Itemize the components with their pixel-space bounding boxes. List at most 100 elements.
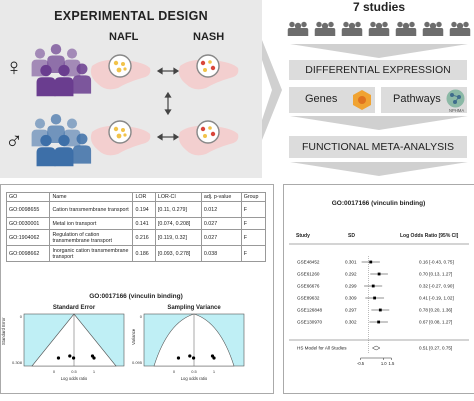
- nafl-label: NAFL: [109, 31, 139, 43]
- table-cell: GO:0098662: [5, 245, 51, 262]
- nash-label: NASH: [193, 31, 225, 43]
- table-cell: [0.11, 0.279]: [154, 201, 202, 218]
- funnel-xtick: 0: [173, 369, 176, 374]
- table-cell: 0.194: [132, 201, 156, 218]
- go-header-pvalue: adj. p-value: [200, 192, 242, 202]
- forest-plot: GSE48452 0.301 0.16 [-0.43, 0.75] GSE61260 0…: [289, 243, 469, 366]
- forest-xtick-label: 1.0: [381, 361, 387, 366]
- funnel-right-title: Sampling Variance: [167, 305, 221, 311]
- funnel-point: [191, 356, 196, 360]
- genes-box: Genes: [289, 87, 375, 113]
- funnel-xtick: 0.5: [71, 369, 77, 374]
- funnel-ytick: 0: [20, 314, 23, 319]
- male-crowd-icon: [31, 114, 92, 167]
- study-group-icon: [422, 21, 444, 36]
- forest-study-name: GSE130970: [297, 320, 322, 325]
- funnel-point: [56, 356, 61, 360]
- study-group-icon: [395, 21, 417, 36]
- chevron-down-icon-2: [290, 116, 468, 130]
- table-cell: [0.119, 0.32]: [154, 229, 202, 246]
- studies-title: 7 studies: [352, 0, 406, 14]
- table-row: GO:1904062 Regulation of cation transmem…: [5, 229, 267, 246]
- forest-summary-ci: 0.51 [0.27, 0.75]: [419, 346, 452, 351]
- double-arrow-horizontal-top-icon: [156, 67, 180, 75]
- chevron-down-icon: [290, 44, 468, 58]
- forest-study-ci: 0.70 [0.13, 1.27]: [419, 272, 452, 277]
- study-group-icon: [314, 21, 336, 36]
- forest-xtick-label: 1.5: [389, 361, 395, 366]
- table-cell: Cation transmembrane transport: [49, 201, 134, 218]
- table-cell: [0.074, 0.208]: [154, 217, 202, 230]
- funnel-point: [71, 356, 76, 360]
- forest-study-name: GSE61260: [297, 272, 320, 277]
- forest-summary-label: HS Model for All Studies: [297, 346, 347, 351]
- funnel-point: [68, 354, 72, 358]
- forest-study-ci: 0.67 [0.08, 1.27]: [419, 320, 452, 325]
- forest-estimate-square: [377, 272, 381, 276]
- funnel-xlabel: Log odds ratio: [181, 376, 208, 381]
- table-cell: F: [240, 201, 267, 218]
- liver-nafl-male-icon: [90, 120, 151, 156]
- experimental-design-title: EXPERIMENTAL DESIGN: [54, 9, 208, 23]
- forest-study-sd: 0.301: [345, 260, 357, 265]
- male-symbol: ♂: [5, 128, 23, 155]
- differential-expression-box: DIFFERENTIAL EXPRESSION: [289, 60, 467, 80]
- funnel-xtick: 1: [213, 369, 216, 374]
- forest-estimate-square: [371, 284, 375, 288]
- funnel-ytick: 0: [140, 314, 143, 319]
- forest-study-sd: 0.299: [345, 284, 357, 289]
- funnel-xtick: 1: [93, 369, 96, 374]
- pathway-icon-caption: NPHMA: [449, 108, 465, 113]
- table-cell: GO:1904062: [5, 229, 51, 246]
- forest-study-name: GSE66676: [297, 284, 320, 289]
- table-cell: F: [240, 245, 267, 262]
- study-group-icon: [341, 21, 363, 36]
- table-cell: Regulation of cation transmembrane trans…: [49, 229, 134, 246]
- funnel-ytick: 0.308: [12, 360, 23, 365]
- table-cell: F: [240, 229, 267, 246]
- go-header-go: GO: [5, 192, 51, 202]
- go-table: GO Name LOR LOR-CI adj. p-value Group GO…: [5, 192, 267, 262]
- table-cell: F: [240, 217, 267, 230]
- study-group-icon: [449, 21, 471, 36]
- genes-hexagon-icon: [353, 90, 371, 110]
- forest-study-sd: 0.292: [345, 272, 357, 277]
- forest-col-study: Study: [296, 233, 310, 239]
- liver-nash-female-icon: [178, 54, 239, 90]
- go-header-group: Group: [240, 192, 267, 202]
- go-table-header: GO Name LOR LOR-CI adj. p-value Group: [5, 192, 267, 202]
- liver-nash-male-icon: [178, 120, 239, 156]
- table-cell: Metal ion transport: [49, 217, 134, 230]
- functional-meta-analysis-box: FUNCTIONAL META-ANALYSIS: [289, 136, 467, 158]
- double-arrow-horizontal-bottom-icon: [156, 133, 180, 141]
- funnel-plots: 0 0.308 0 0.5 1 Log odds ratio 0 0.095 0 0.5 1 Log …: [12, 313, 245, 381]
- forest-estimate-square: [378, 308, 382, 312]
- study-group-icon: [368, 21, 390, 36]
- female-symbol: ♀: [5, 54, 23, 81]
- chevron-right-icon: [262, 40, 282, 140]
- pathways-box: Pathways NPHMA: [381, 87, 467, 113]
- funnel-point: [212, 356, 216, 360]
- forest-study-sd: 0.309: [345, 296, 357, 301]
- liver-nafl-female-icon: [90, 54, 151, 90]
- table-cell: [0.093, 0.278]: [154, 245, 202, 262]
- results-panel-right: [283, 184, 474, 394]
- results-panel-left: [0, 184, 274, 394]
- table-row: GO:0030001 Metal ion transport 0.141 [0.…: [5, 217, 267, 230]
- go-header-lor: LOR: [132, 192, 156, 202]
- forest-study-ci: 0.78 [0.20, 1.36]: [419, 308, 452, 313]
- chevron-down-icon-3: [290, 162, 468, 176]
- forest-study-ci: 0.16 [-0.43, 0.75]: [419, 260, 454, 265]
- funnel-point: [188, 354, 192, 358]
- forest-xtick-label: -0.5: [357, 361, 365, 366]
- pathways-label: Pathways: [393, 93, 441, 105]
- funnel-point: [92, 356, 96, 360]
- funnel-left-title: Standard Error: [52, 305, 96, 311]
- table-row: GO:0098662 Inorganic cation transmembran…: [5, 245, 267, 262]
- table-cell: 0.216: [132, 229, 156, 246]
- forest-study-name: GSE126848: [297, 308, 322, 313]
- forest-col-sd: SD: [348, 233, 355, 239]
- forest-study-sd: 0.302: [345, 320, 357, 325]
- funnel-point: [176, 356, 181, 360]
- forest-estimate-square: [369, 260, 373, 264]
